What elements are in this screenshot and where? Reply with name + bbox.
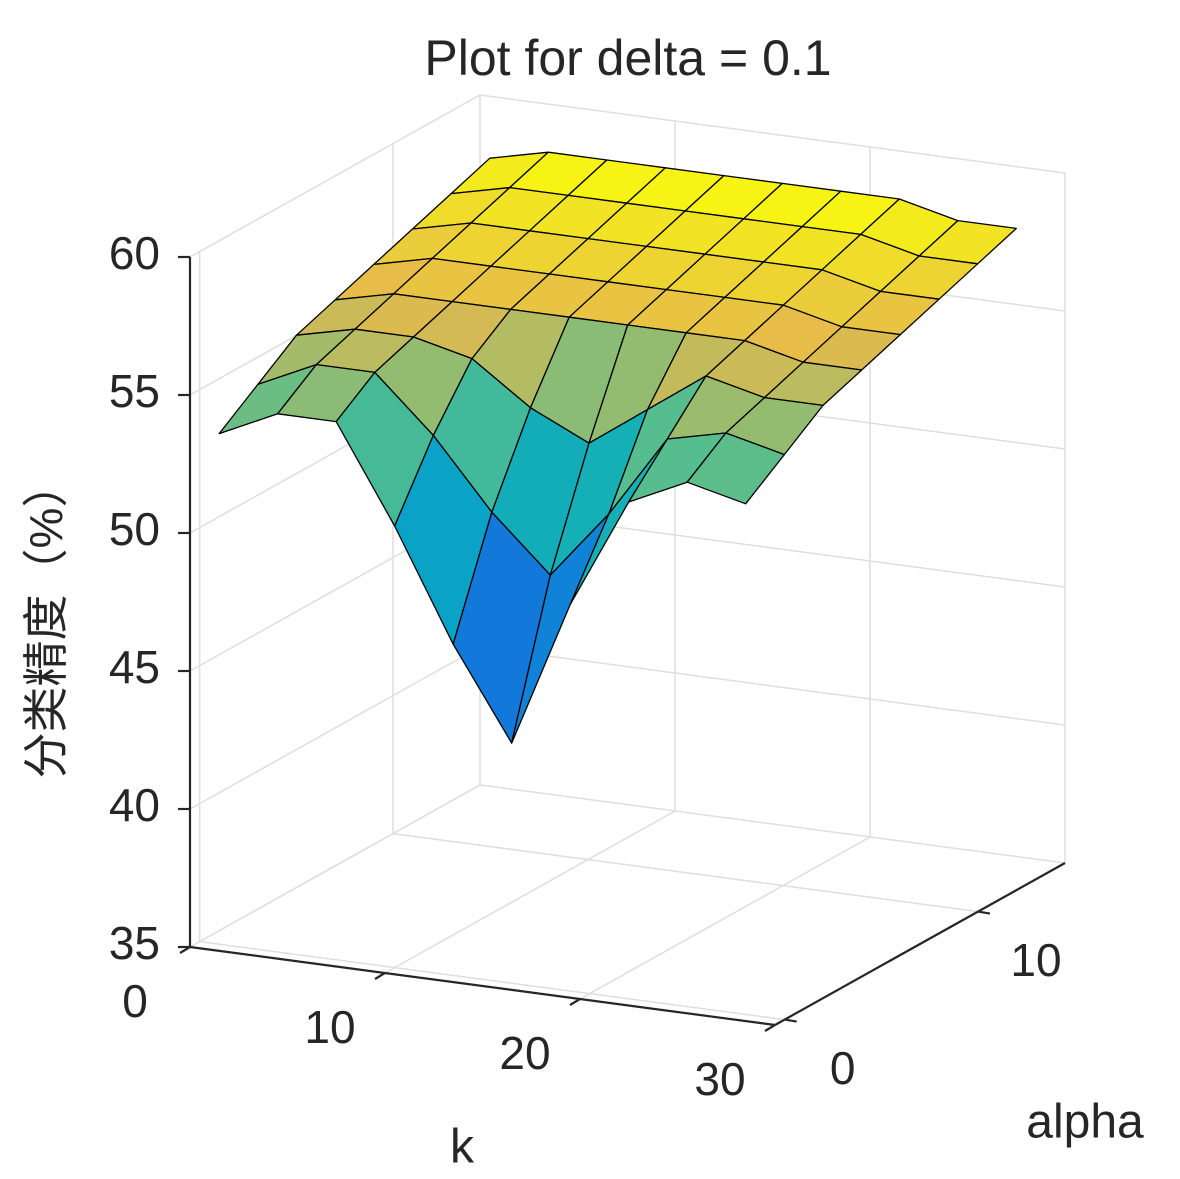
y-tick (784, 1018, 797, 1023)
grid-line (199, 940, 785, 1021)
x-tick-label: 0 (122, 975, 148, 1027)
x-tick-label: 30 (694, 1053, 745, 1105)
y-tick-label: 0 (830, 1042, 856, 1094)
x-tick (569, 998, 581, 1006)
z-tick-label: 45 (109, 641, 160, 693)
y-tick-label: 10 (1010, 934, 1061, 986)
x-tick (764, 1024, 776, 1032)
grid-line (479, 94, 1066, 174)
grid-line (189, 784, 481, 948)
x-axis-line (189, 945, 776, 1027)
z-axis-label: 分类精度（%） (20, 462, 72, 779)
x-tick (179, 946, 191, 954)
z-tick-label: 60 (109, 227, 160, 279)
z-tick-label: 50 (109, 503, 160, 555)
x-tick-label: 10 (304, 1001, 355, 1053)
surface (218, 151, 1017, 744)
axes: 35 40 45 50 55 60 0 10 20 30 0 10 (109, 227, 1066, 1105)
grid-line (579, 836, 871, 1000)
z-tick-label: 55 (109, 365, 160, 417)
y-tick (977, 910, 991, 915)
surface-facet (686, 432, 785, 505)
grid-line (479, 784, 1066, 864)
x-axis-label: k (450, 1121, 475, 1174)
y-axis-line (774, 862, 1066, 1026)
y-axis-label: alpha (1026, 1096, 1144, 1149)
grid-line (479, 646, 1066, 726)
x-tick (374, 972, 386, 980)
z-tick-label: 40 (109, 779, 160, 831)
grid-line (384, 810, 676, 974)
x-tick-label: 20 (499, 1027, 550, 1079)
z-tick-label: 35 (109, 917, 160, 969)
grid-line (392, 832, 979, 913)
grid-line (189, 94, 481, 258)
chart-title: Plot for delta = 0.1 (424, 30, 831, 86)
grid-line (189, 646, 481, 810)
